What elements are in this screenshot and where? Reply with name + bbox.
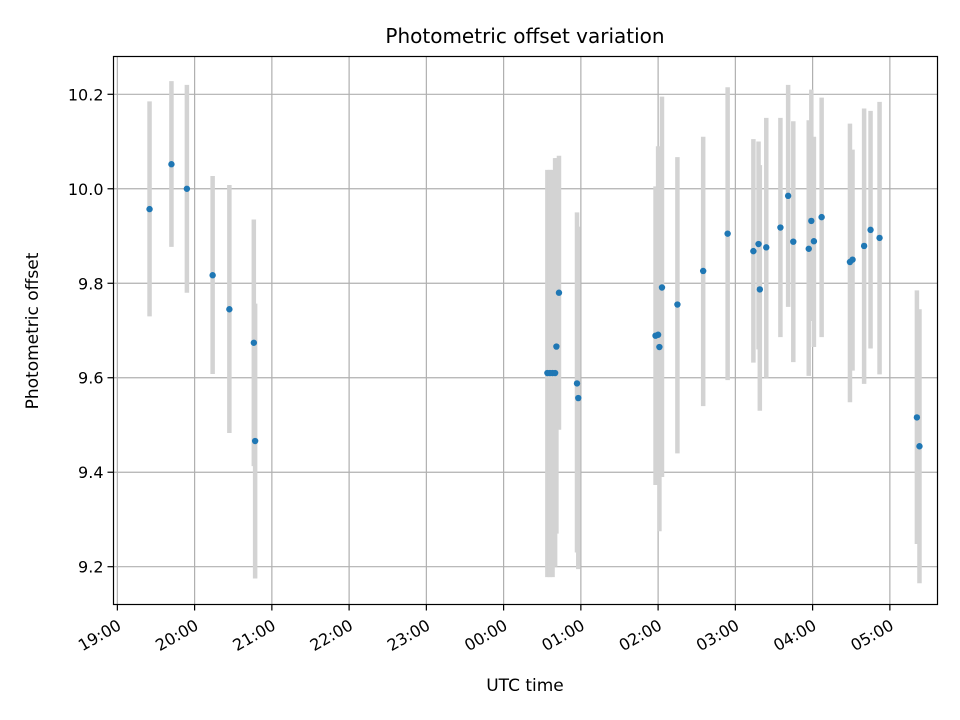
- data-point: [551, 369, 559, 377]
- data-point: [251, 437, 259, 445]
- data-point: [808, 217, 815, 225]
- data-point: [810, 238, 818, 245]
- data-point: [553, 343, 560, 350]
- data-point: [876, 234, 883, 242]
- data-point: [818, 213, 825, 221]
- y-tick-label: 9.2: [78, 558, 103, 577]
- data-point: [790, 238, 797, 245]
- data-point: [250, 339, 258, 346]
- y-axis-ticks: 9.2 9.4 9.6 9.8 10.0 10.2: [68, 85, 114, 577]
- y-tick-label: 10.2: [68, 85, 104, 104]
- data-point: [183, 185, 191, 192]
- x-tick-label: 19:00: [75, 616, 124, 656]
- data-point: [168, 161, 175, 168]
- data-points: [146, 161, 923, 450]
- data-point: [573, 380, 581, 387]
- data-point: [763, 244, 770, 251]
- y-axis-label: Photometric offset: [23, 252, 43, 409]
- data-point: [860, 242, 868, 250]
- data-point: [656, 343, 663, 351]
- x-axis-label: UTC time: [486, 676, 564, 696]
- data-point: [755, 240, 762, 248]
- data-point: [699, 267, 707, 275]
- x-axis-ticks: 19:00 20:00 21:00 22:00 23:00 00:00 01:00 02:00…: [75, 604, 897, 656]
- y-tick-label: 9.8: [78, 274, 103, 293]
- data-point: [209, 272, 216, 279]
- data-point: [750, 247, 757, 255]
- x-tick-label: 21:00: [229, 616, 278, 656]
- x-tick-label: 03:00: [693, 616, 742, 656]
- x-tick-label: 20:00: [152, 616, 201, 656]
- data-point: [555, 289, 563, 296]
- data-point: [724, 230, 731, 237]
- data-point: [654, 331, 662, 338]
- y-tick-label: 10.0: [68, 180, 104, 199]
- data-point: [916, 443, 923, 450]
- data-point: [913, 414, 921, 421]
- data-point: [674, 301, 681, 308]
- data-point: [658, 284, 666, 291]
- data-point: [849, 256, 856, 263]
- grid: [113, 56, 938, 605]
- x-tick-label: 22:00: [307, 616, 356, 656]
- x-tick-label: 02:00: [616, 616, 665, 656]
- data-point: [146, 205, 153, 213]
- x-tick-label: 05:00: [847, 616, 896, 656]
- data-point: [777, 224, 784, 231]
- x-tick-label: 00:00: [461, 616, 510, 656]
- x-tick-label: 01:00: [538, 616, 587, 656]
- data-point: [784, 192, 792, 200]
- data-point: [226, 306, 233, 313]
- chart-title: Photometric offset variation: [385, 24, 664, 48]
- y-tick-label: 9.6: [78, 369, 103, 388]
- error-bars: [147, 81, 922, 584]
- y-tick-label: 9.4: [78, 463, 103, 482]
- data-point: [756, 286, 764, 293]
- plot-frame: [112, 55, 939, 606]
- data-point: [575, 394, 582, 402]
- data-point: [805, 245, 812, 252]
- x-tick-label: 23:00: [384, 616, 433, 656]
- x-tick-label: 04:00: [770, 616, 819, 656]
- data-point: [867, 226, 874, 234]
